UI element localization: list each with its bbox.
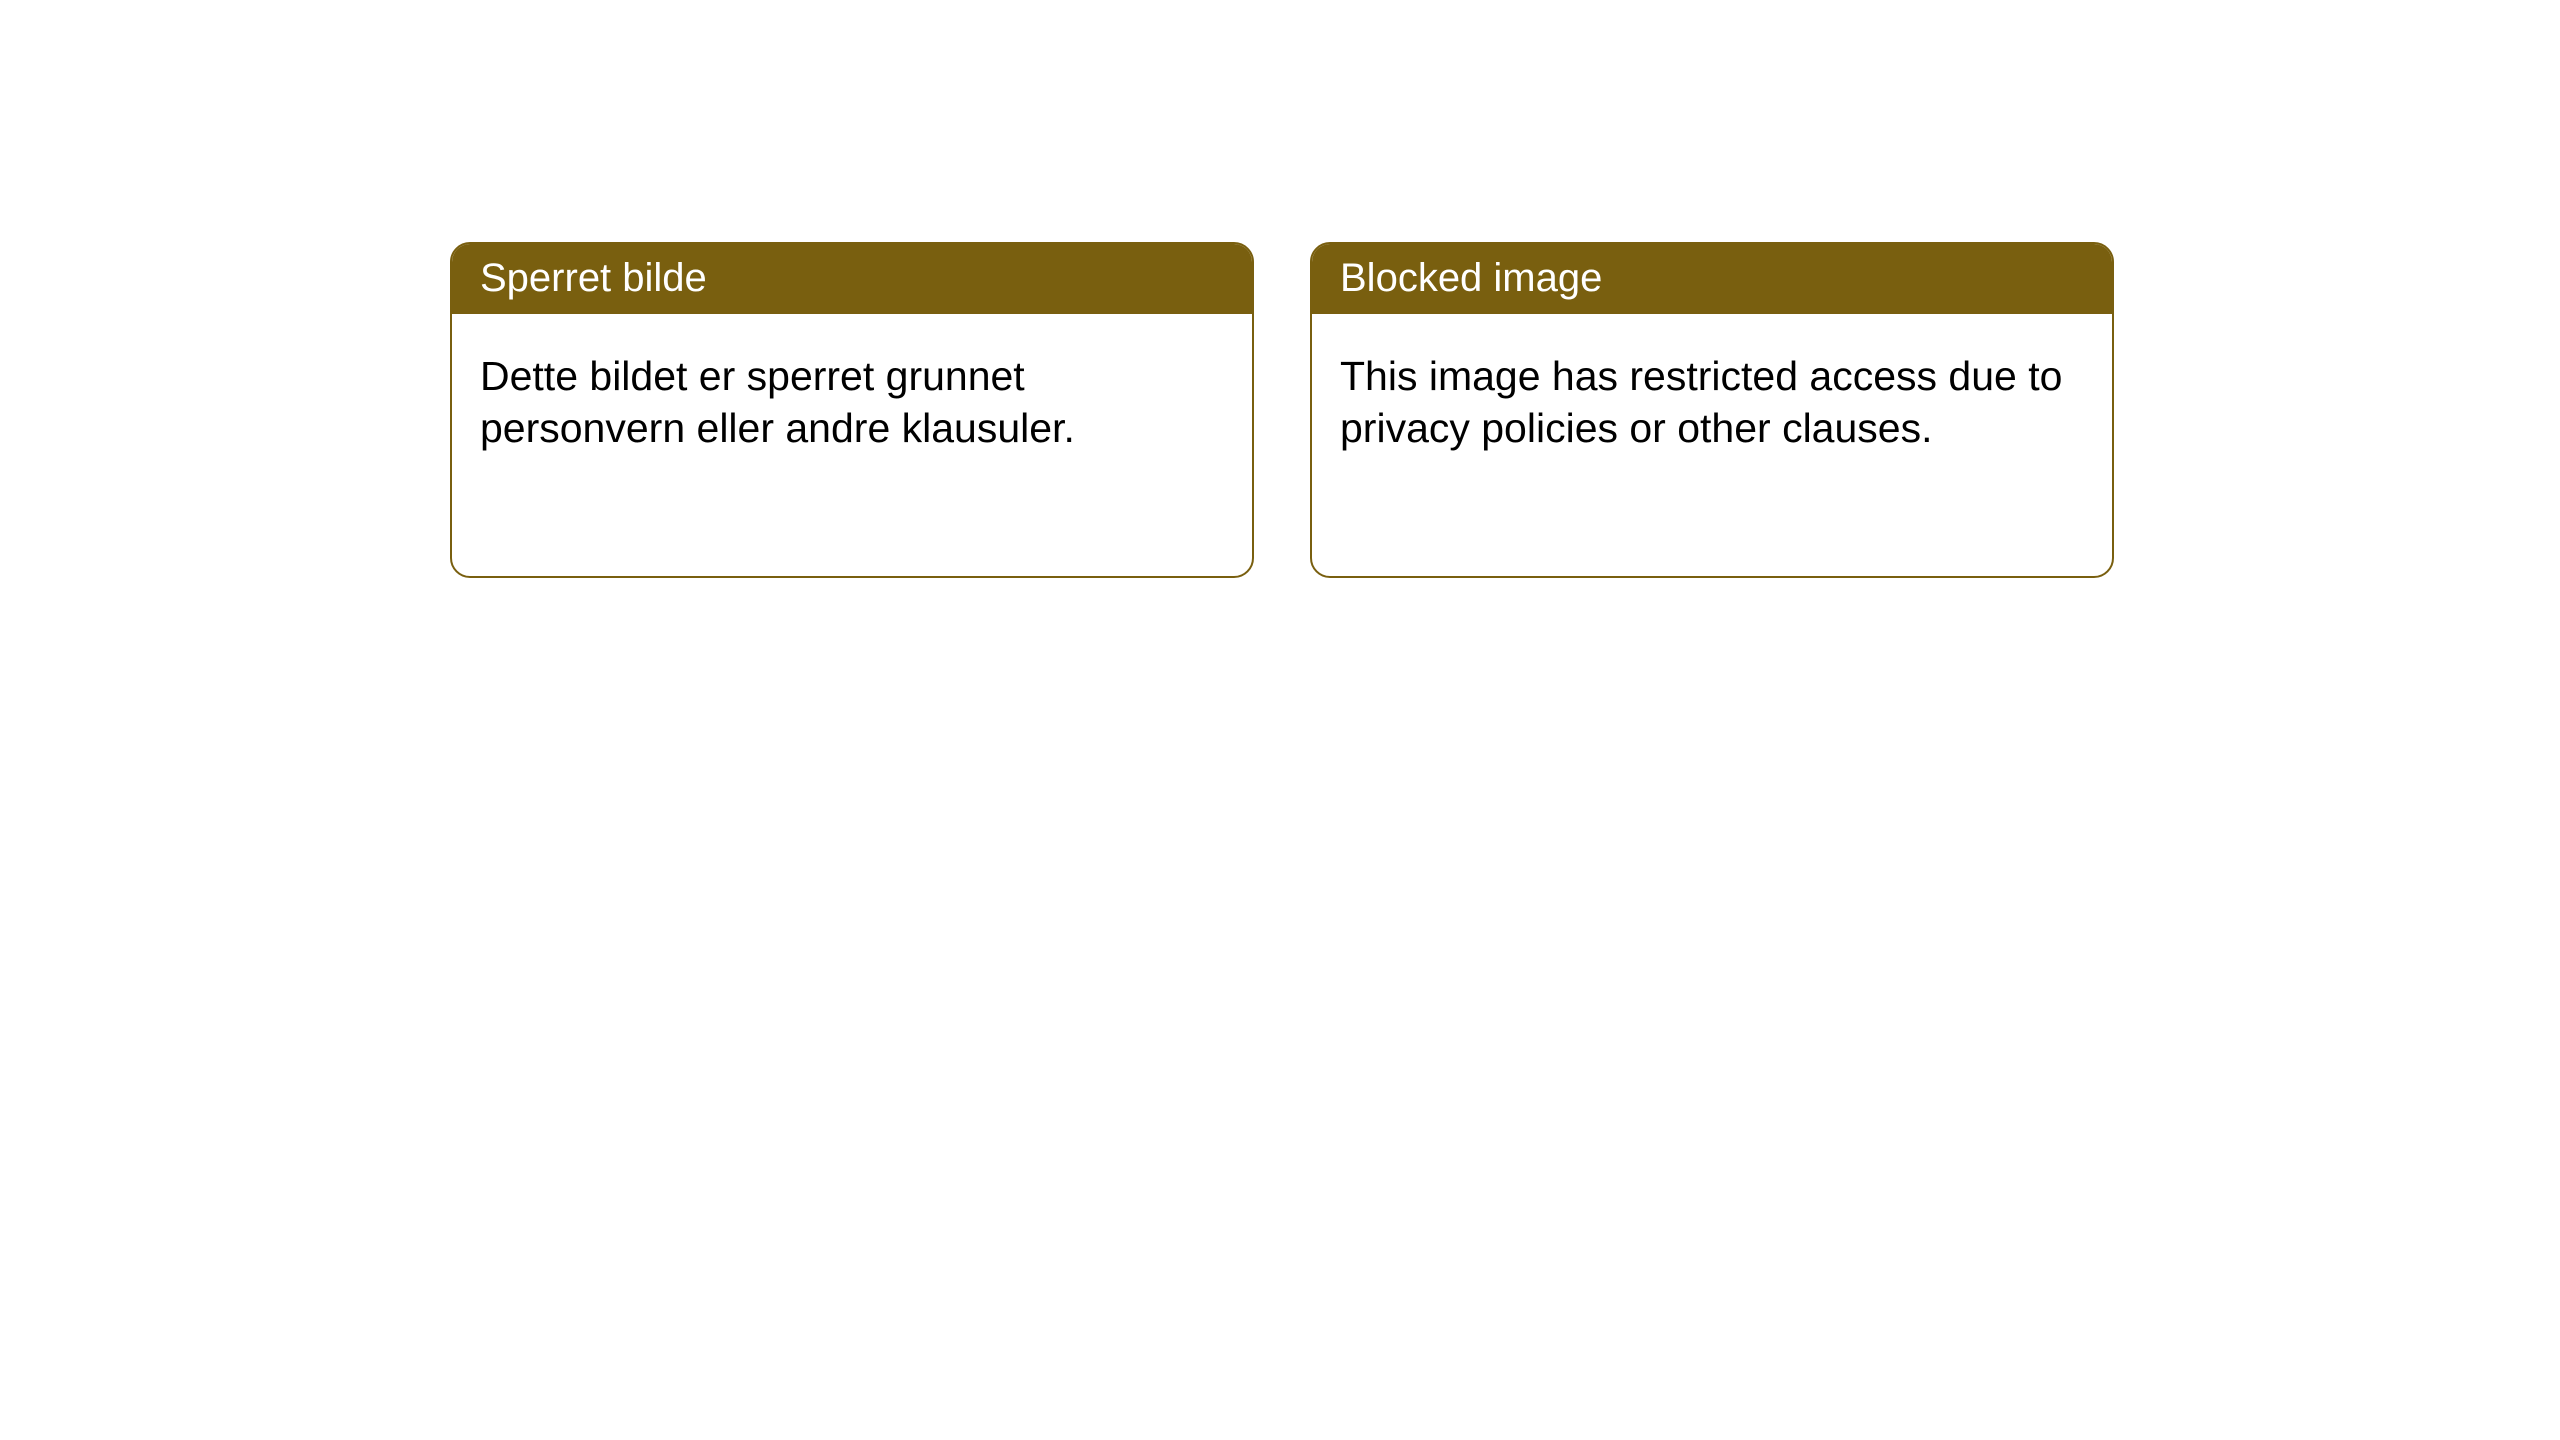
notice-cards-container: Sperret bilde Dette bildet er sperret gr… bbox=[0, 0, 2560, 578]
card-body: Dette bildet er sperret grunnet personve… bbox=[452, 314, 1252, 491]
card-header: Sperret bilde bbox=[452, 244, 1252, 314]
card-title: Blocked image bbox=[1340, 256, 1602, 300]
card-body-text: Dette bildet er sperret grunnet personve… bbox=[480, 353, 1075, 451]
notice-card-norwegian: Sperret bilde Dette bildet er sperret gr… bbox=[450, 242, 1254, 578]
card-body: This image has restricted access due to … bbox=[1312, 314, 2112, 491]
card-header: Blocked image bbox=[1312, 244, 2112, 314]
notice-card-english: Blocked image This image has restricted … bbox=[1310, 242, 2114, 578]
card-body-text: This image has restricted access due to … bbox=[1340, 353, 2062, 451]
card-title: Sperret bilde bbox=[480, 256, 707, 300]
